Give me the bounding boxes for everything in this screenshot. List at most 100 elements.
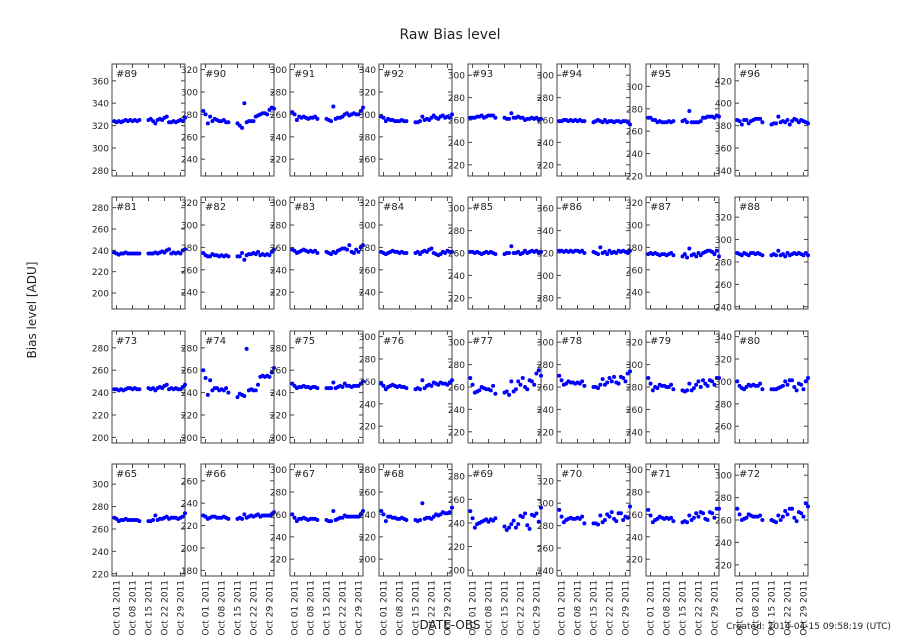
- y-tick-label: 200: [181, 545, 198, 555]
- data-point: [701, 511, 706, 516]
- y-tick-label: 220: [92, 268, 109, 278]
- data-point: [580, 514, 585, 519]
- data-point: [226, 390, 231, 395]
- data-point: [226, 254, 231, 259]
- data-point: [685, 520, 690, 525]
- data-point: [267, 374, 272, 379]
- x-tick-label: Oct 08 2011: [307, 580, 317, 636]
- data-point: [470, 382, 475, 387]
- y-tick-label: 280: [181, 111, 198, 121]
- y-tick-label: 300: [448, 205, 465, 215]
- data-point: [783, 379, 788, 384]
- data-point: [151, 518, 156, 522]
- y-tick-label: 300: [270, 199, 287, 209]
- panel-label: #79: [650, 336, 671, 347]
- y-tick-label: 200: [181, 434, 198, 444]
- data-point: [472, 525, 477, 530]
- data-point: [272, 365, 276, 370]
- data-point: [493, 516, 498, 521]
- y-tick-label: 260: [359, 266, 376, 276]
- data-point: [183, 382, 187, 387]
- data-point: [208, 114, 213, 119]
- data-point: [529, 379, 534, 384]
- data-point: [776, 513, 781, 518]
- data-point: [240, 125, 245, 130]
- y-tick-label: 220: [359, 533, 376, 543]
- panel-label: #94: [561, 69, 582, 80]
- data-point: [628, 122, 632, 127]
- y-tick-label: 220: [270, 412, 287, 422]
- data-point: [507, 392, 512, 397]
- panel-label: #89: [116, 69, 137, 80]
- data-point: [520, 515, 525, 520]
- data-point: [628, 248, 632, 253]
- data-point: [710, 379, 715, 384]
- data-point: [361, 379, 365, 384]
- x-tick-label: Oct 15 2011: [323, 580, 333, 636]
- x-tick-label: Oct 01 2011: [647, 580, 657, 636]
- data-point: [760, 120, 765, 125]
- x-tick-label: Oct 01 2011: [113, 580, 123, 636]
- data-point: [712, 515, 717, 520]
- panel-label: #95: [650, 69, 671, 80]
- y-tick-label: 260: [448, 496, 465, 506]
- y-tick-label: 240: [181, 389, 198, 399]
- data-point: [605, 252, 610, 257]
- data-point: [534, 511, 539, 516]
- y-tick-label: 200: [92, 434, 109, 444]
- data-point: [532, 382, 537, 387]
- data-point: [468, 509, 473, 514]
- data-point: [648, 513, 653, 518]
- data-point: [621, 518, 626, 522]
- data-point: [201, 109, 206, 114]
- data-point: [783, 254, 788, 259]
- data-point: [272, 510, 276, 515]
- data-point: [625, 515, 630, 520]
- data-point: [511, 518, 516, 523]
- x-tick-label: Oct 22 2011: [694, 580, 704, 636]
- y-tick-label: 300: [715, 472, 732, 482]
- x-axis-label: DATE-OBS: [420, 618, 481, 632]
- panel-label: #92: [383, 69, 404, 80]
- y-tick-label: 240: [270, 533, 287, 543]
- y-tick-label: 280: [715, 258, 732, 268]
- panel-label: #96: [739, 69, 760, 80]
- data-point: [379, 509, 384, 514]
- data-point: [650, 388, 655, 393]
- data-point: [671, 119, 676, 124]
- y-tick-label: 280: [448, 472, 465, 482]
- data-point: [776, 248, 781, 253]
- axes-frame: [467, 463, 542, 577]
- data-point: [744, 515, 749, 520]
- data-point: [799, 382, 804, 387]
- data-point: [623, 379, 628, 384]
- y-tick-label: 280: [626, 105, 643, 115]
- y-tick-label: 260: [359, 489, 376, 499]
- y-axis-label: Bias level [ADU]: [25, 262, 39, 359]
- data-point: [450, 378, 454, 383]
- data-point: [329, 119, 334, 124]
- data-point: [685, 255, 690, 260]
- data-point: [381, 512, 386, 517]
- panel-label: #66: [205, 469, 226, 480]
- data-point: [507, 525, 512, 530]
- y-tick-label: 240: [715, 303, 732, 313]
- data-point: [646, 507, 651, 512]
- data-point: [525, 523, 530, 528]
- y-tick-label: 240: [359, 289, 376, 299]
- data-point: [774, 520, 779, 525]
- data-point: [696, 379, 701, 384]
- y-tick-label: 280: [715, 400, 732, 410]
- x-tick-label: Oct 08 2011: [396, 580, 406, 636]
- y-tick-label: 220: [359, 423, 376, 433]
- panel-label: #76: [383, 336, 404, 347]
- data-point: [488, 388, 493, 393]
- subplot-69: 200 220 240 260 280 Oct 01 2011 Oct 08 2011 Oct…: [448, 463, 543, 636]
- data-point: [600, 377, 605, 382]
- y-tick-label: 300: [92, 481, 109, 491]
- data-point: [208, 378, 213, 383]
- data-point: [735, 379, 740, 384]
- data-point: [509, 379, 514, 384]
- x-tick-label: Oct 15 2011: [590, 580, 600, 636]
- y-tick-label: 300: [537, 272, 554, 282]
